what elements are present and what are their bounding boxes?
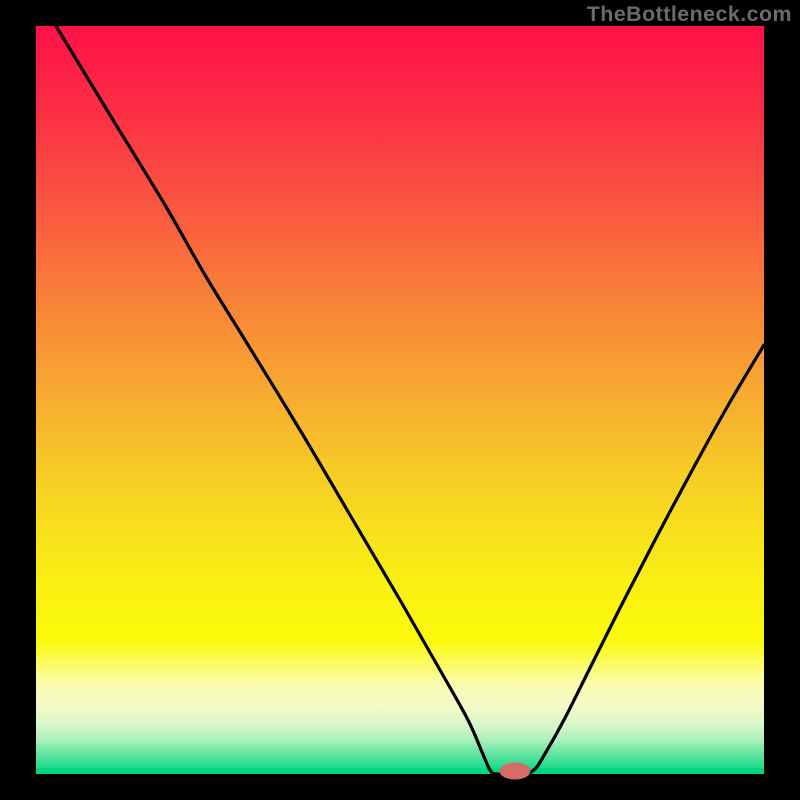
watermark-text: TheBottleneck.com: [587, 2, 792, 27]
bottom-green-strip: [36, 768, 764, 774]
chart-svg: [0, 0, 800, 800]
gradient-background: [36, 26, 764, 774]
optimal-marker: [500, 763, 530, 779]
outer-frame: TheBottleneck.com: [0, 0, 800, 800]
